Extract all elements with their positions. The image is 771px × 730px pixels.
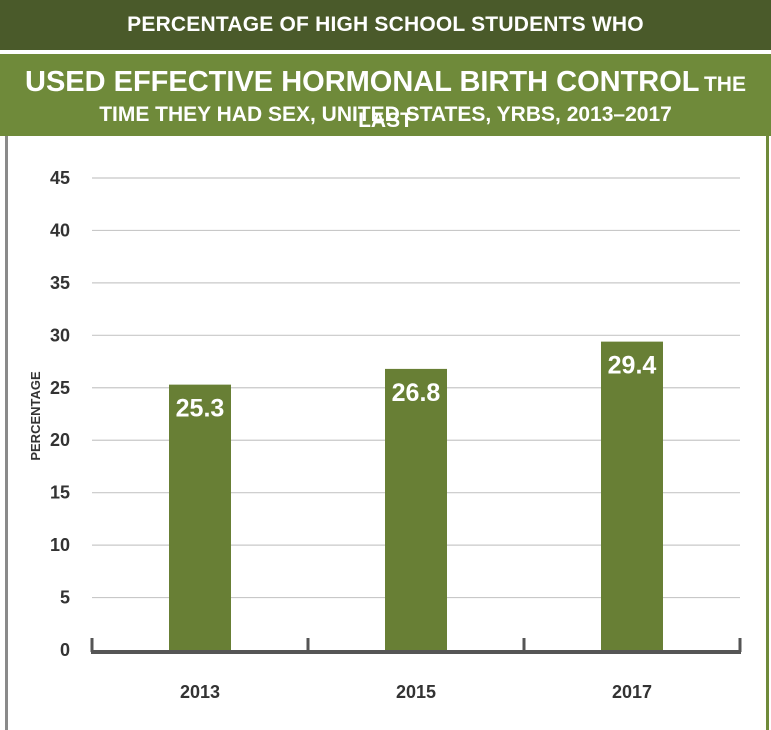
header-line-bottom: TIME THEY HAD SEX, UNITED STATES, YRBS, … xyxy=(99,103,672,126)
y-tick-label: 10 xyxy=(50,535,70,555)
bar xyxy=(601,341,663,650)
y-tick-label: 20 xyxy=(50,430,70,450)
y-tick-label: 40 xyxy=(50,220,70,240)
header-title-band: USED EFFECTIVE HORMONAL BIRTH CONTROL TH… xyxy=(0,54,771,136)
bars: 25.3 26.8 29.4 xyxy=(169,341,663,650)
y-axis-title: PERCENTAGE xyxy=(28,371,43,461)
x-axis-category-labels: 2013 2015 2017 xyxy=(180,682,652,702)
header-line-emphasis-tail: THE LAST xyxy=(358,73,746,132)
header-separator xyxy=(0,50,771,54)
bar xyxy=(385,368,447,650)
y-tick-label: 45 xyxy=(50,168,70,188)
bar xyxy=(169,384,231,650)
y-tick-label: 30 xyxy=(50,325,70,345)
bar-value-label: 25.3 xyxy=(176,395,225,423)
header-line-emphasis: USED EFFECTIVE HORMONAL BIRTH CONTROL xyxy=(25,66,700,98)
y-tick-label: 0 xyxy=(60,640,70,660)
x-tick-label: 2013 xyxy=(180,682,220,702)
bar-value-label: 29.4 xyxy=(608,352,657,380)
x-tick-label: 2017 xyxy=(612,682,652,702)
y-tick-label: 5 xyxy=(60,588,70,608)
right-border-rule xyxy=(766,136,769,730)
y-tick-label: 25 xyxy=(50,378,70,398)
header-line-top: PERCENTAGE OF HIGH SCHOOL STUDENTS WHO xyxy=(127,13,644,36)
header-line-emphasis-row: USED EFFECTIVE HORMONAL BIRTH CONTROL TH… xyxy=(0,65,771,140)
y-tick-label: 15 xyxy=(50,483,70,503)
header-top-band: PERCENTAGE OF HIGH SCHOOL STUDENTS WHO xyxy=(0,0,771,50)
x-tick-label: 2015 xyxy=(396,682,436,702)
x-axis xyxy=(90,638,742,654)
y-axis-tick-labels: 0 5 10 15 20 25 30 35 40 45 xyxy=(50,168,70,660)
y-tick-label: 35 xyxy=(50,273,70,293)
bar-value-label: 26.8 xyxy=(392,379,441,407)
left-border-rule xyxy=(5,136,8,730)
bar-chart: 0 5 10 15 20 25 30 35 40 45 PERCENTAGE 25.3 26.8 29… xyxy=(28,168,742,702)
